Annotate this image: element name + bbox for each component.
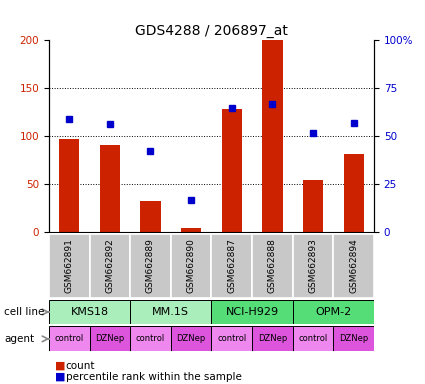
Text: control: control bbox=[298, 334, 328, 343]
Text: OPM-2: OPM-2 bbox=[315, 307, 351, 317]
Text: GSM662892: GSM662892 bbox=[105, 238, 114, 293]
Text: GSM662890: GSM662890 bbox=[187, 238, 196, 293]
Text: agent: agent bbox=[4, 334, 34, 344]
Text: ■: ■ bbox=[55, 372, 66, 382]
Text: percentile rank within the sample: percentile rank within the sample bbox=[66, 372, 242, 382]
Text: cell line: cell line bbox=[4, 307, 45, 317]
Bar bbox=[293, 300, 374, 324]
Bar bbox=[49, 326, 90, 351]
Title: GDS4288 / 206897_at: GDS4288 / 206897_at bbox=[135, 24, 288, 38]
Bar bbox=[343, 154, 364, 232]
Bar bbox=[181, 227, 201, 232]
Bar bbox=[130, 300, 211, 324]
Bar bbox=[333, 326, 374, 351]
Bar bbox=[303, 180, 323, 232]
Text: KMS18: KMS18 bbox=[71, 307, 108, 317]
Bar bbox=[333, 234, 374, 298]
Text: GSM662893: GSM662893 bbox=[309, 238, 317, 293]
Text: control: control bbox=[54, 334, 84, 343]
Text: GSM662888: GSM662888 bbox=[268, 238, 277, 293]
Bar bbox=[130, 234, 171, 298]
Bar bbox=[171, 326, 211, 351]
Text: control: control bbox=[136, 334, 165, 343]
Text: control: control bbox=[217, 334, 246, 343]
Bar bbox=[59, 139, 79, 232]
Bar bbox=[130, 326, 171, 351]
Bar bbox=[211, 234, 252, 298]
Bar bbox=[211, 300, 293, 324]
Text: GSM662894: GSM662894 bbox=[349, 238, 358, 293]
Bar bbox=[171, 234, 211, 298]
Text: DZNep: DZNep bbox=[258, 334, 287, 343]
Text: DZNep: DZNep bbox=[95, 334, 125, 343]
Bar bbox=[252, 326, 293, 351]
Bar bbox=[100, 145, 120, 232]
Bar bbox=[262, 40, 283, 232]
Bar bbox=[221, 109, 242, 232]
Text: MM.1S: MM.1S bbox=[152, 307, 189, 317]
Bar bbox=[140, 200, 161, 232]
Text: ■: ■ bbox=[55, 361, 66, 371]
Text: GSM662889: GSM662889 bbox=[146, 238, 155, 293]
Bar bbox=[293, 234, 333, 298]
Bar bbox=[90, 326, 130, 351]
Bar bbox=[252, 234, 293, 298]
Bar bbox=[211, 326, 252, 351]
Bar bbox=[49, 300, 130, 324]
Bar bbox=[90, 234, 130, 298]
Text: GSM662887: GSM662887 bbox=[227, 238, 236, 293]
Text: DZNep: DZNep bbox=[339, 334, 368, 343]
Bar bbox=[49, 234, 90, 298]
Text: NCI-H929: NCI-H929 bbox=[226, 307, 279, 317]
Text: count: count bbox=[66, 361, 95, 371]
Text: GSM662891: GSM662891 bbox=[65, 238, 74, 293]
Text: DZNep: DZNep bbox=[176, 334, 206, 343]
Bar bbox=[293, 326, 333, 351]
